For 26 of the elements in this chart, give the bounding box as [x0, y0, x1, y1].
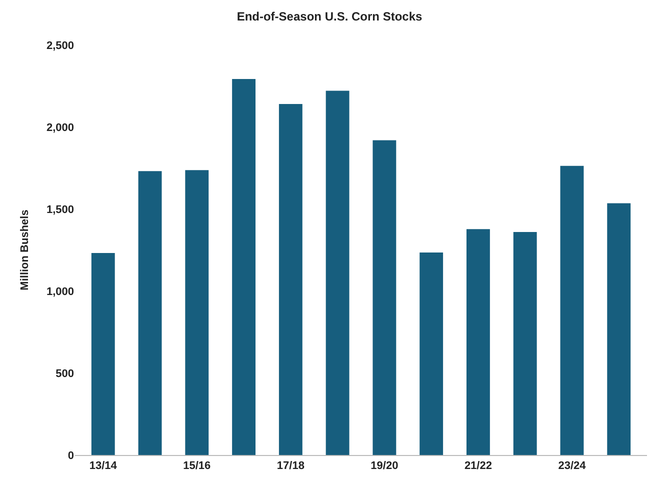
y-axis-title: Million Bushels [19, 210, 32, 290]
y-tick-label: 1,000 [46, 286, 74, 298]
x-tick-label: 13/14 [89, 460, 118, 472]
bar [326, 90, 350, 455]
y-tick-label: 0 [68, 450, 74, 462]
bar [372, 140, 396, 455]
bar [607, 203, 631, 455]
y-tick-label: 2,000 [46, 122, 74, 134]
x-tick-label: 15/16 [183, 460, 211, 472]
bar [232, 78, 256, 455]
bar [466, 229, 490, 455]
bar [278, 104, 302, 455]
bar [420, 252, 444, 455]
bar [560, 166, 584, 455]
y-tick-label: 2,500 [46, 40, 74, 52]
y-tick-label: 1,500 [46, 204, 74, 216]
x-tick-label: 21/22 [464, 460, 492, 472]
x-tick-label: 19/20 [370, 460, 398, 472]
bar [91, 252, 115, 455]
chart-title: End-of-Season U.S. Corn Stocks [236, 10, 422, 24]
bar [513, 232, 537, 455]
y-tick-label: 500 [56, 368, 74, 380]
bar [138, 171, 162, 455]
x-tick-label: 23/24 [558, 460, 587, 472]
x-tick-label: 17/18 [276, 460, 304, 472]
bar [185, 170, 209, 455]
